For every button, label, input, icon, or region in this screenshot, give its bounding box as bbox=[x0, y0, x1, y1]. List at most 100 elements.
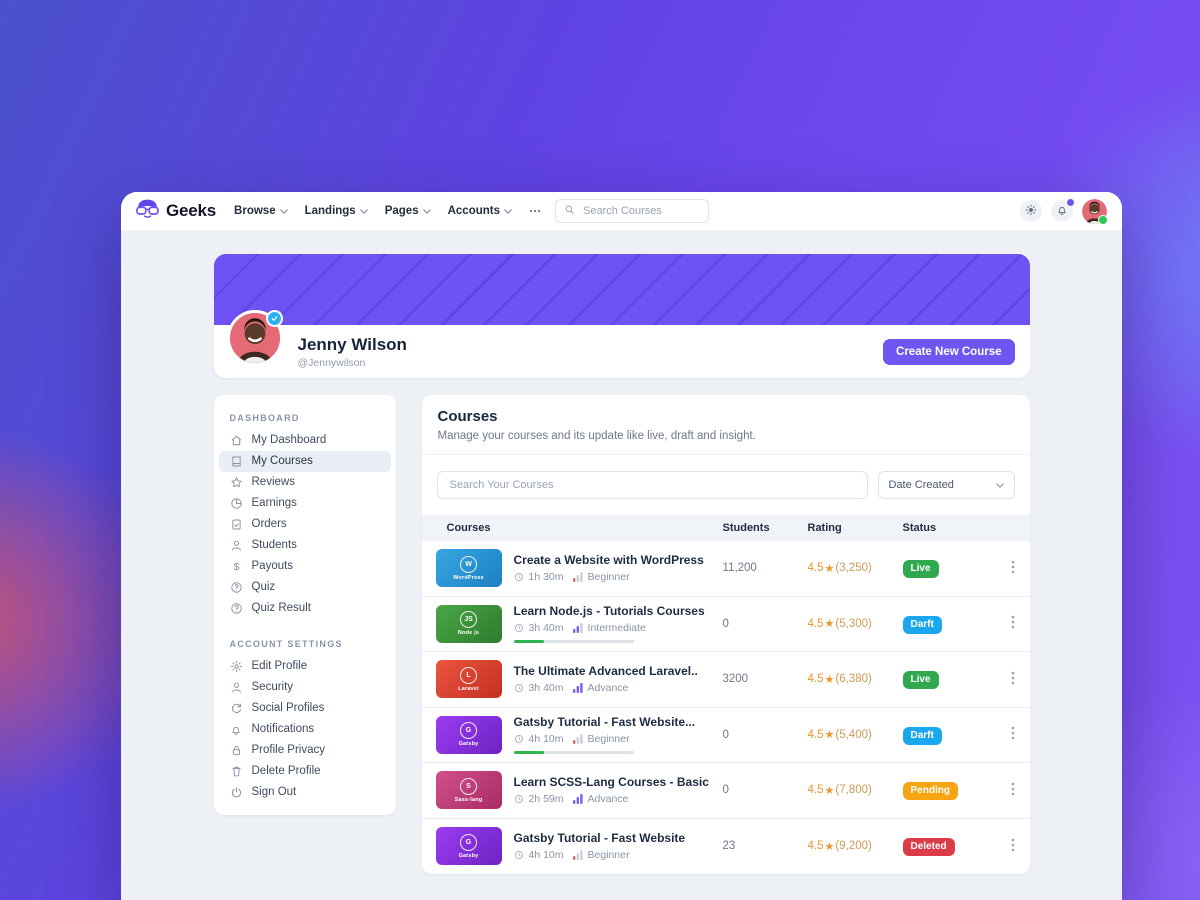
sidebar-item-quiz[interactable]: Quiz bbox=[219, 577, 391, 598]
actions-cell bbox=[989, 778, 1030, 802]
status-cell: Live bbox=[902, 558, 989, 579]
sidebar-item-reviews[interactable]: Reviews bbox=[219, 472, 391, 493]
create-new-course-button[interactable]: Create New Course bbox=[883, 338, 1015, 365]
course-level: Advance bbox=[587, 682, 629, 695]
table-row: G Gatsby Gatsby Tutorial - Fast Website...… bbox=[421, 708, 1030, 763]
course-title[interactable]: Create a Website with WordPress bbox=[513, 553, 704, 568]
sidebar-item-social-profiles[interactable]: Social Profiles bbox=[219, 698, 391, 719]
row-menu-button[interactable] bbox=[1001, 612, 1025, 636]
table-row: S Sass-lang Learn SCSS-Lang Courses - Basi… bbox=[421, 763, 1030, 819]
course-thumbnail[interactable]: G Gatsby bbox=[435, 715, 502, 754]
courses-search-input[interactable] bbox=[447, 478, 857, 492]
course-title[interactable]: Learn Node.js - Tutorials Courses bbox=[513, 604, 705, 619]
course-logo-label: Laravel bbox=[458, 685, 479, 692]
sidebar-item-my-dashboard[interactable]: My Dashboard bbox=[219, 430, 391, 451]
table-row: L Laravel The Ultimate Advanced Laravel.. 3… bbox=[421, 652, 1030, 708]
course-meta: 3h 40m Intermediate bbox=[514, 622, 705, 634]
sidebar-item-label: Social Profiles bbox=[251, 702, 325, 714]
nav-item-landings[interactable]: Landings bbox=[305, 205, 368, 217]
sidebar-item-earnings[interactable]: Earnings bbox=[219, 493, 391, 514]
sun-icon bbox=[1025, 204, 1037, 219]
row-menu-button[interactable] bbox=[1001, 778, 1025, 802]
nav-item-accounts[interactable]: Accounts bbox=[448, 205, 512, 217]
rating-count: (9,200) bbox=[835, 840, 872, 853]
course-logo-label: Gatsby bbox=[458, 852, 479, 859]
status-cell: Deleted bbox=[902, 836, 989, 857]
sidebar-item-notifications[interactable]: Notifications bbox=[219, 719, 391, 740]
nav-item-pages[interactable]: Pages bbox=[385, 205, 431, 217]
sidebar-item-delete-profile[interactable]: Delete Profile bbox=[219, 761, 391, 782]
course-title[interactable]: Learn SCSS-Lang Courses - Basic bbox=[513, 775, 709, 790]
profile-avatar bbox=[226, 310, 283, 366]
content-columns: Dashboard My Dashboard My Courses Reviews Ea… bbox=[213, 395, 1030, 875]
brand-logo[interactable]: Geeks bbox=[134, 198, 216, 224]
course-thumbnail[interactable]: S Sass-lang bbox=[435, 771, 502, 810]
profile-handle: @Jennywilson bbox=[297, 356, 366, 369]
brand-name: Geeks bbox=[166, 201, 217, 220]
sidebar-item-security[interactable]: Security bbox=[219, 677, 391, 698]
courses-search[interactable] bbox=[436, 471, 868, 499]
navbar-search[interactable] bbox=[555, 199, 710, 223]
online-status-dot bbox=[1098, 214, 1108, 225]
course-thumbnail[interactable]: JS Node js bbox=[435, 604, 502, 643]
status-cell: Darft bbox=[902, 725, 989, 745]
status-badge[interactable]: Deleted bbox=[902, 838, 955, 857]
course-title[interactable]: Gatsby Tutorial - Fast Website... bbox=[513, 715, 696, 730]
course-progress-bar bbox=[513, 751, 634, 755]
course-thumbnail[interactable]: L Laravel bbox=[435, 660, 502, 699]
home-icon bbox=[230, 434, 243, 447]
rating-value: 4.5 bbox=[807, 617, 824, 630]
clock-icon bbox=[514, 734, 524, 744]
star-icon: ★ bbox=[824, 729, 835, 742]
theme-toggle-button[interactable] bbox=[1020, 200, 1042, 222]
rating-count: (3,250) bbox=[835, 562, 872, 575]
sidebar-item-my-courses[interactable]: My Courses bbox=[218, 451, 391, 472]
row-menu-button[interactable] bbox=[1001, 556, 1025, 580]
sidebar-item-edit-profile[interactable]: Edit Profile bbox=[219, 656, 391, 677]
status-badge[interactable]: Pending bbox=[902, 782, 958, 801]
course-info: Gatsby Tutorial - Fast Website... 4h 10m B… bbox=[513, 715, 696, 755]
rating-cell: 4.5 ★ (5,300) bbox=[807, 617, 903, 631]
students-count: 0 bbox=[722, 617, 729, 630]
notification-dot bbox=[1066, 198, 1075, 207]
row-menu-button[interactable] bbox=[1001, 723, 1025, 747]
sidebar-item-profile-privacy[interactable]: Profile Privacy bbox=[219, 740, 391, 761]
students-count: 0 bbox=[722, 784, 729, 797]
actions-cell bbox=[989, 834, 1030, 858]
sidebar-item-label: Orders bbox=[251, 518, 287, 530]
sidebar-item-sign-out[interactable]: Sign Out bbox=[219, 782, 391, 803]
course-level: Beginner bbox=[587, 849, 630, 862]
sidebar-item-label: Edit Profile bbox=[251, 660, 308, 672]
nav-item-browse[interactable]: Browse bbox=[234, 205, 288, 217]
nav-item-label: Browse bbox=[234, 205, 276, 217]
course-title[interactable]: The Ultimate Advanced Laravel.. bbox=[513, 664, 698, 679]
row-menu-button[interactable] bbox=[1001, 834, 1025, 858]
sort-dropdown[interactable]: Date Created bbox=[877, 471, 1015, 499]
verified-badge-icon bbox=[265, 310, 283, 327]
course-thumbnail[interactable]: G Gatsby bbox=[435, 827, 502, 866]
help-icon bbox=[230, 581, 243, 594]
signal-bars-icon bbox=[572, 623, 583, 634]
sidebar-item-students[interactable]: Students bbox=[219, 535, 391, 556]
status-badge[interactable]: Live bbox=[902, 560, 939, 579]
course-title[interactable]: Gatsby Tutorial - Fast Website bbox=[513, 831, 686, 846]
course-logo-label: WordPress bbox=[453, 574, 484, 581]
table-row: W WordPress Create a Website with WordPres… bbox=[421, 541, 1030, 597]
notifications-button[interactable] bbox=[1051, 198, 1075, 222]
status-badge[interactable]: Darft bbox=[902, 726, 942, 745]
status-badge[interactable]: Darft bbox=[902, 615, 942, 634]
sidebar-item-quiz-result[interactable]: Quiz Result bbox=[219, 598, 391, 619]
navbar-search-input[interactable] bbox=[581, 204, 701, 218]
nav-more-button[interactable] bbox=[529, 209, 541, 213]
row-menu-button[interactable] bbox=[1001, 667, 1025, 691]
clock-icon bbox=[514, 794, 524, 804]
sidebar-item-payouts[interactable]: $ Payouts bbox=[219, 556, 391, 577]
dollar-icon: $ bbox=[230, 560, 243, 573]
signal-bars-icon bbox=[572, 794, 583, 805]
course-thumbnail[interactable]: W WordPress bbox=[435, 549, 502, 588]
status-badge[interactable]: Live bbox=[902, 671, 939, 690]
table-row: G Gatsby Gatsby Tutorial - Fast Website 4h … bbox=[422, 819, 1030, 875]
user-avatar[interactable] bbox=[1082, 198, 1108, 225]
pie-icon bbox=[230, 497, 243, 510]
sidebar-item-orders[interactable]: Orders bbox=[219, 514, 391, 535]
